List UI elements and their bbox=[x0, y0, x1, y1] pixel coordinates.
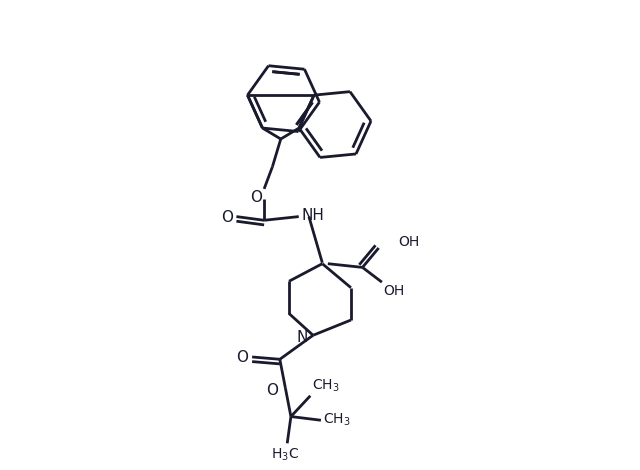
Text: CH$_3$: CH$_3$ bbox=[312, 377, 340, 394]
Text: OH: OH bbox=[384, 284, 405, 298]
Text: OH: OH bbox=[399, 235, 420, 249]
Text: H$_3$C: H$_3$C bbox=[271, 447, 300, 463]
Text: N: N bbox=[296, 330, 308, 345]
Text: CH$_3$: CH$_3$ bbox=[323, 412, 351, 429]
Text: O: O bbox=[221, 210, 233, 225]
Text: O: O bbox=[236, 351, 248, 365]
Text: NH: NH bbox=[301, 208, 324, 223]
Text: O: O bbox=[266, 383, 278, 398]
Text: O: O bbox=[250, 190, 262, 205]
